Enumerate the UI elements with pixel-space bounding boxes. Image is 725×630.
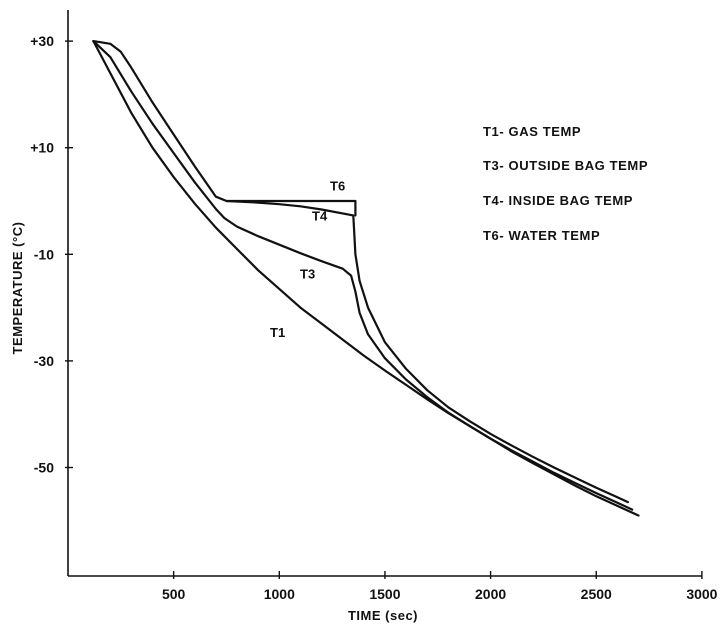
series-label-t1: T1 (270, 325, 285, 340)
legend-entry-t4: T4- INSIDE BAG TEMP (483, 193, 633, 208)
y-tick-label: -30 (34, 353, 54, 369)
y-axis-title: TEMPERATURE (°C) (10, 222, 25, 355)
series-label-t4: T4 (312, 209, 328, 224)
y-tick-label: +10 (30, 140, 54, 156)
x-tick-label: 2500 (581, 586, 612, 602)
y-tick-label: -50 (34, 460, 54, 476)
legend: T1- GAS TEMP T3- OUTSIDE BAG TEMP T4- IN… (483, 124, 648, 243)
axes (67, 10, 702, 577)
x-ticks: 500 1000 1500 2000 2500 3000 (162, 571, 718, 602)
x-tick-label: 3000 (686, 586, 717, 602)
series-curves (92, 40, 640, 517)
x-tick-label: 2000 (475, 586, 506, 602)
legend-entry-t6: T6- WATER TEMP (483, 228, 600, 243)
x-axis-title: TIME (sec) (348, 608, 418, 623)
series-line-t4 (92, 40, 629, 504)
x-tick-label: 500 (162, 586, 186, 602)
series-line-t1 (92, 40, 640, 517)
y-tick-label: -10 (34, 246, 54, 262)
series-line-t3 (92, 40, 634, 511)
x-tick-label: 1000 (264, 586, 295, 602)
series-line-t6 (225, 199, 357, 217)
legend-entry-t1: T1- GAS TEMP (483, 124, 581, 139)
series-labels: T1 T3 T4 T6 (270, 178, 345, 340)
series-label-t6: T6 (330, 178, 345, 193)
legend-entry-t3: T3- OUTSIDE BAG TEMP (483, 158, 648, 173)
series-label-t3: T3 (300, 266, 315, 281)
x-tick-label: 1500 (369, 586, 400, 602)
y-ticks: +30 +10 -10 -30 -50 (30, 33, 73, 476)
y-tick-label: +30 (30, 33, 54, 49)
